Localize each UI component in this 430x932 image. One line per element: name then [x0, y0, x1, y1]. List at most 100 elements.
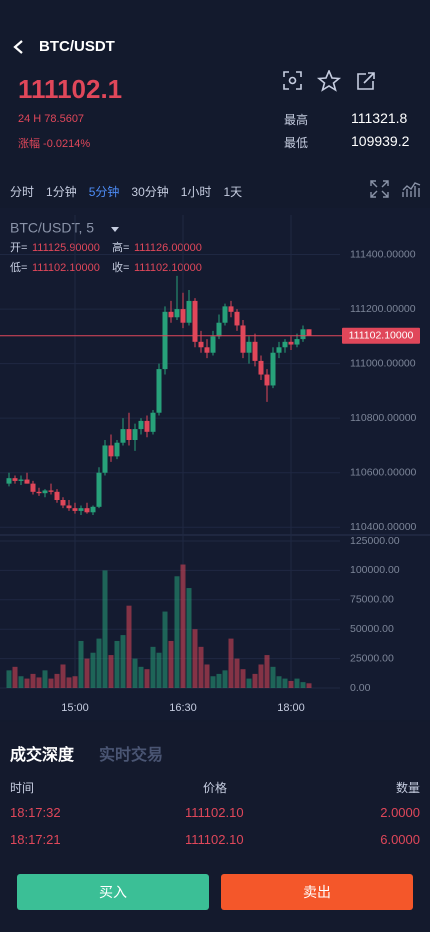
volume-bar [78, 640, 84, 688]
candle-body [48, 490, 54, 492]
depth-tab[interactable]: 成交深度 [10, 747, 75, 764]
volume-bar [54, 673, 60, 688]
y-tick-label: 110400.00000 [350, 521, 417, 533]
trade-time: 18:17:21 [10, 832, 61, 847]
candle-body [252, 341, 258, 361]
indicator-icon[interactable] [402, 182, 421, 197]
interval-tab[interactable]: 1小时 [180, 185, 212, 199]
volume-tick-label: 75000.00 [350, 594, 394, 606]
interval-tab[interactable]: 30分钟 [131, 185, 169, 199]
share-icon[interactable] [357, 72, 375, 90]
candle-body [258, 360, 264, 375]
interval-tab[interactable]: 1分钟 [46, 185, 77, 199]
volume-bar [42, 670, 48, 688]
price: 111102.1 [18, 74, 123, 104]
trade-price: 111102.10 [185, 832, 244, 847]
volume-bar [180, 564, 186, 688]
col-amount: 数量 [395, 781, 420, 795]
y-tick-label: 111000.00000 [350, 357, 416, 369]
back-icon[interactable] [12, 39, 26, 55]
last-price-box [342, 327, 420, 344]
volume-bar [36, 677, 42, 688]
dropdown-icon [111, 227, 119, 232]
volume-bar [252, 673, 258, 688]
volume-bar [222, 670, 228, 688]
volume-bar [144, 669, 150, 688]
volume-bar [300, 682, 306, 688]
candle-body [186, 300, 192, 323]
candle-body [138, 420, 144, 430]
y-tick-label: 110800.00000 [350, 412, 417, 424]
candle-body [168, 311, 174, 318]
candle-body [228, 306, 234, 312]
candle-body [198, 341, 204, 348]
volume-tick-label: 125000.00 [350, 535, 400, 547]
candle-body [246, 341, 252, 353]
volume-bar [60, 664, 66, 688]
volume-bar [264, 655, 270, 688]
volume-bar [120, 635, 126, 688]
interval-tab[interactable]: 5分钟 [88, 185, 120, 199]
candle-body [6, 478, 12, 484]
candle-body [156, 369, 162, 413]
realtime-tab[interactable]: 实时交易 [99, 747, 164, 764]
volume-bar [228, 638, 234, 688]
interval-tabs: 分时 1分钟 5分钟 30分钟 1小时 1天 [10, 183, 242, 200]
volume-bar [12, 666, 18, 688]
volume-bar [258, 664, 264, 688]
candle-body [60, 500, 66, 506]
candle-body [12, 478, 18, 481]
candle-body [174, 309, 180, 318]
candle-body [240, 325, 246, 353]
volume-bar [240, 669, 246, 688]
y-tick-label: 110600.00000 [350, 467, 417, 479]
candle-body [300, 329, 306, 340]
candle-body [270, 352, 276, 386]
volume-bar [66, 677, 72, 688]
interval-tab[interactable]: 分时 [10, 185, 35, 199]
sell-button[interactable]: 卖出 [221, 874, 413, 910]
candle-body [306, 329, 312, 336]
scan-icon[interactable] [283, 71, 302, 90]
y-tick-label: 111200.00000 [350, 303, 416, 315]
col-time: 时间 [10, 781, 35, 795]
volume-tick-label: 0.00 [350, 682, 371, 694]
ohlc-value: 111125.90000 [32, 242, 100, 254]
ohlc-value: 111102.10000 [134, 262, 202, 274]
volume-bar [84, 658, 90, 688]
last-price-label: 111102.10000 [349, 330, 414, 342]
volume-tick-label: 25000.00 [350, 652, 394, 664]
candle-body [30, 483, 36, 492]
volume-bar [156, 652, 162, 688]
candle-body [264, 374, 270, 386]
buy-button[interactable]: 买入 [17, 874, 209, 910]
volume-bar [150, 646, 156, 688]
low-label: 最低 [284, 136, 309, 150]
star-icon[interactable] [316, 70, 342, 92]
candle-body [204, 347, 210, 353]
candle-body [54, 491, 60, 500]
candle-body [180, 309, 186, 323]
low: 109939.2 [351, 133, 410, 149]
volume-bar [6, 670, 12, 688]
trade-amount: 2.0000 [380, 805, 420, 820]
ohlc-label: 收= [112, 260, 129, 274]
candle-body [72, 508, 78, 511]
volume-bar [210, 676, 216, 688]
fullscreen-icon[interactable] [370, 180, 389, 198]
trade-amount: 6.0000 [380, 832, 420, 847]
x-tick-label: 15:00 [61, 702, 89, 714]
volume-bar [306, 683, 312, 688]
interval-tab[interactable]: 1天 [223, 185, 243, 199]
volume-bar [216, 673, 222, 688]
volume-bar [114, 640, 120, 688]
candle-body [282, 341, 288, 348]
volume-bar [138, 666, 144, 688]
candle-body [234, 311, 240, 326]
candle-body [162, 311, 168, 370]
volume-bar [234, 658, 240, 688]
ohlc-label: 开= [10, 242, 27, 254]
chart-tools [370, 180, 421, 198]
volume-bar [276, 676, 282, 688]
